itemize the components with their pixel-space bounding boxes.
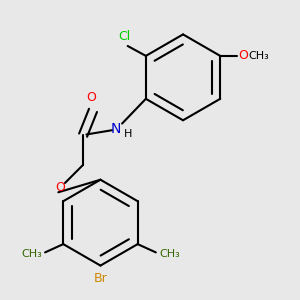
Text: O: O: [55, 182, 65, 194]
Text: CH₃: CH₃: [248, 51, 269, 61]
Text: H: H: [123, 130, 132, 140]
Text: CH₃: CH₃: [21, 249, 42, 259]
Text: O: O: [86, 92, 96, 104]
Text: O: O: [238, 50, 248, 62]
Text: Cl: Cl: [118, 30, 130, 43]
Text: CH₃: CH₃: [159, 249, 180, 259]
Text: Br: Br: [94, 272, 107, 284]
Text: N: N: [111, 122, 121, 136]
